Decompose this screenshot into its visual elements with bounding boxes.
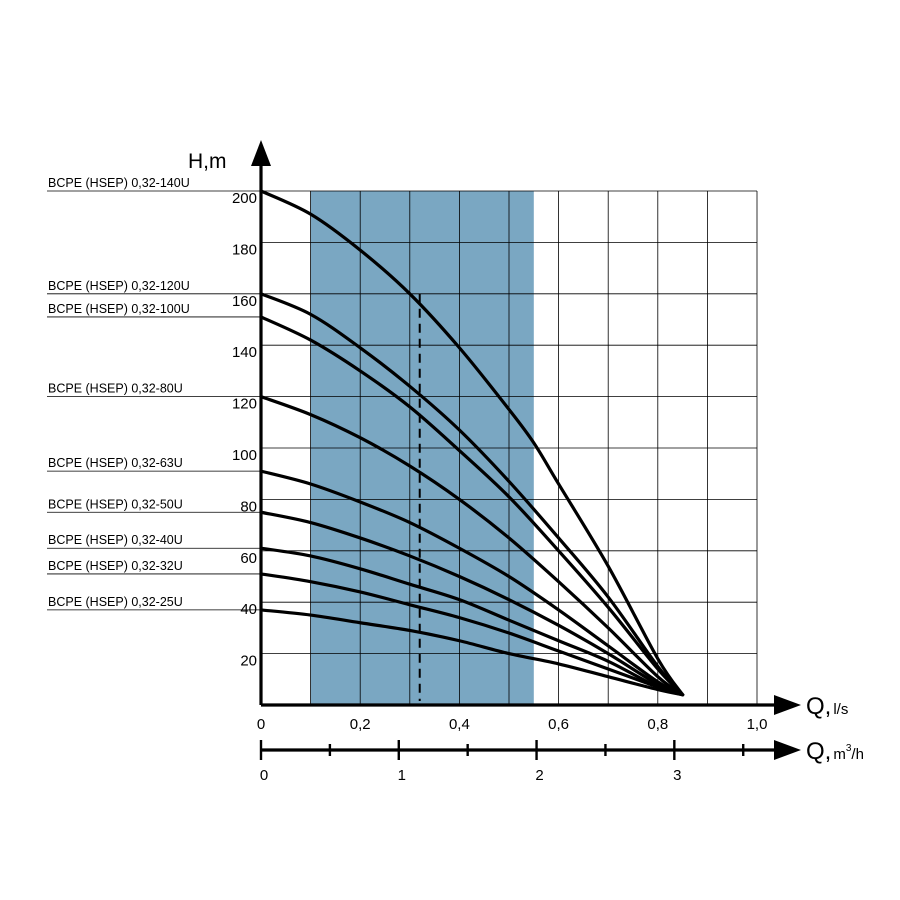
curve-label: BCPE (HSEP) 0,32-50U	[48, 497, 183, 511]
x2-axis-unit: m	[833, 746, 846, 763]
x-axis-unit: l/s	[833, 701, 848, 718]
y-tick-label: 120	[232, 396, 257, 413]
pump-curve-0	[259, 189, 685, 697]
x2-axis-unit-sup: 3	[846, 743, 852, 754]
pump-curves	[259, 189, 685, 697]
y-tick-label: 60	[240, 550, 257, 567]
y-axis-arrow	[251, 140, 271, 166]
x2-tick-label: 2	[535, 767, 543, 784]
curve-label: BCPE (HSEP) 0,32-100U	[48, 302, 190, 316]
x2-axis-title: Q, m3/h	[806, 738, 864, 765]
chart-axes	[251, 140, 801, 760]
curve-label: BCPE (HSEP) 0,32-25U	[48, 595, 183, 609]
x-tick-label: 0,8	[647, 716, 668, 733]
x-tick-label: 0,2	[350, 716, 371, 733]
y-tick-label: 80	[240, 498, 257, 515]
x2-tick-labels: 0 1 2 3	[260, 767, 682, 784]
y-tick-labels: 20 40 60 80 100 120 140 160 180 200	[232, 190, 257, 670]
x2-tick-label: 0	[260, 767, 268, 784]
y-tick-label: 40	[240, 601, 257, 618]
curve-label: BCPE (HSEP) 0,32-140U	[48, 176, 190, 190]
x-tick-label: 0,4	[449, 716, 470, 733]
curve-label: BCPE (HSEP) 0,32-40U	[48, 533, 183, 547]
y-tick-label: 140	[232, 344, 257, 361]
x2-axis-unit-tail: /h	[851, 746, 864, 763]
x-tick-label: 0,6	[548, 716, 569, 733]
x2-axis-title-q: Q,	[806, 738, 831, 765]
pump-curve-8	[259, 608, 685, 697]
curve-label: BCPE (HSEP) 0,32-32U	[48, 559, 183, 573]
pump-curve-6	[259, 546, 685, 697]
pump-curve-4	[259, 469, 685, 697]
x-axis-title-q: Q,	[806, 693, 831, 720]
chart-grid	[260, 190, 758, 706]
y-axis-title: H,m	[188, 150, 227, 173]
pump-curve-5	[259, 510, 685, 697]
y-tick-label: 160	[232, 293, 257, 310]
pump-curve-2	[259, 315, 685, 697]
x-tick-label: 1,0	[747, 716, 768, 733]
curve-label: BCPE (HSEP) 0,32-120U	[48, 279, 190, 293]
x2-tick-label: 1	[398, 767, 406, 784]
y-tick-label: 180	[232, 241, 257, 258]
pump-curve-3	[259, 395, 685, 697]
curve-labels: BCPE (HSEP) 0,32-140U BCPE (HSEP) 0,32-12…	[48, 176, 190, 609]
y-tick-label: 100	[232, 447, 257, 464]
x-tick-label: 0	[257, 716, 265, 733]
curve-label-leaders	[47, 190, 261, 611]
y-tick-label: 20	[240, 653, 257, 670]
y-tick-label: 200	[232, 190, 257, 207]
x-axis-arrow	[774, 695, 801, 715]
x2-axis-arrow	[774, 740, 801, 760]
x-axis-title: Q, l/s	[806, 693, 848, 720]
curve-label: BCPE (HSEP) 0,32-80U	[48, 382, 183, 396]
x2-tick-label: 3	[673, 767, 681, 784]
curve-label: BCPE (HSEP) 0,32-63U	[48, 456, 183, 470]
pump-curve-1	[259, 292, 685, 697]
x-tick-labels: 0 0,2 0,4 0,6 0,8 1,0	[257, 716, 768, 733]
pump-curve-7	[259, 572, 685, 697]
